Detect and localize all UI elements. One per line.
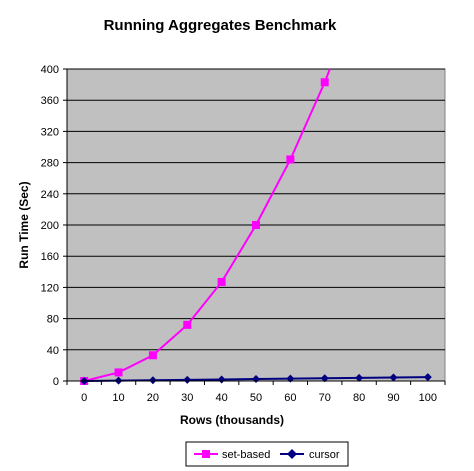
x-tick-label-30: 30 <box>181 392 193 404</box>
x-tick-label-60: 60 <box>284 392 296 404</box>
y-tick-label-120: 120 <box>41 282 59 294</box>
x-tick-labels: 0 10 20 30 40 50 60 70 80 90 100 <box>66 381 446 404</box>
legend-marker-set-based <box>202 450 210 458</box>
legend-entry-cursor: cursor <box>280 449 340 461</box>
point-set-based-60 <box>286 155 295 164</box>
y-tick-label-400: 400 <box>41 64 59 76</box>
y-tick-label-40: 40 <box>47 345 59 357</box>
x-tick-label-100: 100 <box>419 392 437 404</box>
x-tick-label-40: 40 <box>216 392 228 404</box>
y-tick-label-240: 240 <box>41 189 59 201</box>
y-tick-label-200: 200 <box>41 220 59 232</box>
x-tick-label-20: 20 <box>147 392 159 404</box>
legend-label-cursor: cursor <box>309 449 340 461</box>
x-tick-label-10: 10 <box>112 392 124 404</box>
point-cursor-70 <box>320 374 329 383</box>
x-tick-label-80: 80 <box>353 392 365 404</box>
gridlines <box>67 68 445 351</box>
y-tick-labels: 0 40 80 120 160 200 240 280 320 360 400 <box>41 64 67 388</box>
y-axis-title: Run Time (Sec) <box>17 181 31 268</box>
legend-label-set-based: set-based <box>222 449 270 461</box>
point-cursor-20 <box>148 376 157 385</box>
legend: set-based cursor <box>185 441 349 467</box>
x-tick-label-70: 70 <box>319 392 331 404</box>
point-set-based-50 <box>252 221 260 229</box>
y-tick-label-280: 280 <box>41 158 59 170</box>
y-tick-label-320: 320 <box>41 126 59 138</box>
y-tick-label-360: 360 <box>41 95 59 107</box>
point-set-based-40 <box>217 277 226 286</box>
y-tick-label-160: 160 <box>41 251 59 263</box>
point-cursor-100 <box>423 373 432 382</box>
x-tick-label-50: 50 <box>250 392 262 404</box>
point-set-based-70 <box>320 78 329 87</box>
y-tick-label-0: 0 <box>53 376 59 388</box>
axes: 0 40 80 120 160 200 240 280 320 360 400 0 10 20 30 40 5… <box>41 64 446 404</box>
point-cursor-30 <box>183 375 192 384</box>
legend-entry-set-based: set-based <box>194 449 270 461</box>
x-tick-label-0: 0 <box>81 392 87 404</box>
x-axis-title: Rows (thousands) <box>180 413 284 427</box>
chart-title: Running Aggregates Benchmark <box>104 17 337 34</box>
point-set-based-20 <box>148 351 157 360</box>
point-set-based-10 <box>114 368 123 377</box>
x-tick-label-90: 90 <box>387 392 399 404</box>
plot-area <box>66 68 446 385</box>
y-tick-label-80: 80 <box>47 314 59 326</box>
point-set-based-30 <box>183 320 192 329</box>
legend-marker-cursor <box>287 449 297 459</box>
point-cursor-80 <box>355 373 364 382</box>
point-cursor-90 <box>389 373 398 382</box>
